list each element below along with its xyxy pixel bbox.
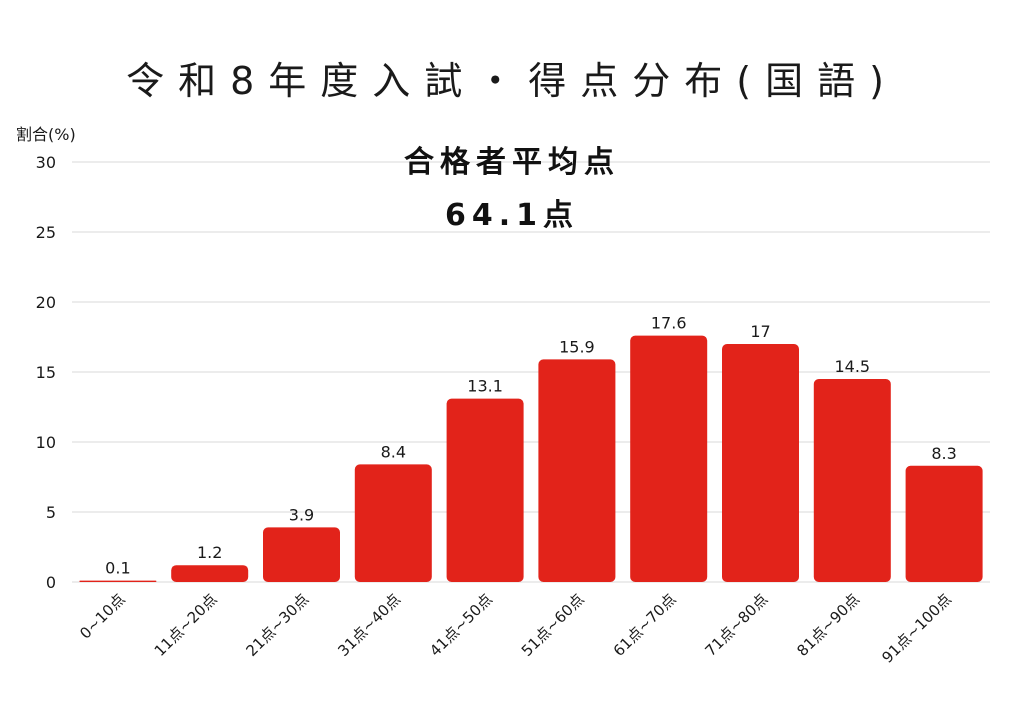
bar	[79, 580, 157, 582]
y-tick-label: 10	[36, 433, 56, 452]
x-tick-label: 91点~100点	[878, 590, 955, 667]
bar	[722, 344, 799, 582]
bar	[905, 465, 983, 582]
bar	[446, 398, 524, 582]
average-score-heading: 合格者平均点	[404, 145, 620, 180]
bar	[354, 464, 432, 582]
data-label: 17	[750, 322, 770, 341]
data-label: 14.5	[834, 357, 870, 376]
x-tick-label: 71点~80点	[702, 590, 772, 660]
y-tick-label: 30	[36, 153, 56, 172]
data-label: 8.3	[931, 444, 956, 463]
x-axis-ticks: 0~10点 11点~20点 21点~30点 31点~40点 41点~50点 51点~60点…	[76, 590, 955, 667]
data-label: 0.1	[105, 559, 130, 578]
data-label: 8.4	[381, 442, 406, 461]
x-tick-label: 21点~30点	[243, 590, 313, 660]
y-tick-label: 15	[36, 363, 56, 382]
y-tick-label: 25	[36, 223, 56, 242]
bar	[630, 335, 708, 582]
y-axis-label: 割合(%)	[16, 125, 76, 144]
bars	[79, 335, 983, 582]
bar	[263, 527, 340, 582]
x-tick-label: 11点~20点	[151, 590, 221, 660]
y-tick-label: 5	[46, 503, 56, 522]
average-score-value: 64.1点	[445, 198, 579, 233]
chart-title: 令和8年度入試・得点分布(国語)	[126, 59, 898, 103]
data-label: 13.1	[467, 377, 503, 396]
data-label: 1.2	[197, 543, 222, 562]
x-tick-label: 51点~60点	[518, 590, 588, 660]
x-tick-label: 81点~90点	[793, 590, 863, 660]
y-tick-label: 20	[36, 293, 56, 312]
bar	[171, 565, 249, 582]
data-label: 17.6	[651, 314, 687, 333]
x-tick-label: 61点~70点	[610, 590, 680, 660]
x-tick-label: 41点~50点	[426, 590, 496, 660]
bar	[538, 359, 616, 582]
data-labels: 0.1 1.2 3.9 8.4 13.1 15.9 17.6 17 14.5 8.3	[105, 314, 957, 578]
data-label: 3.9	[289, 505, 314, 524]
x-tick-label: 31点~40点	[334, 590, 404, 660]
y-axis-ticks: 0 5 10 15 20 25 30	[36, 153, 56, 592]
y-tick-label: 0	[46, 573, 56, 592]
x-tick-label: 0~10点	[76, 590, 128, 642]
data-label: 15.9	[559, 337, 595, 356]
bar	[813, 379, 891, 582]
